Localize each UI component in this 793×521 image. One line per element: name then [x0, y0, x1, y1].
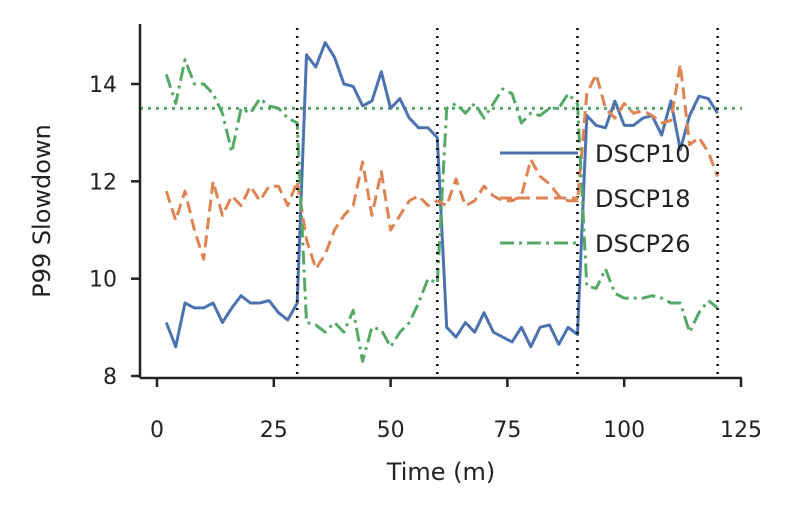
series-line-dscp10 [164, 41, 719, 349]
legend-item-dscp10: DSCP10 [500, 140, 690, 168]
x-tick-label: 100 [603, 418, 645, 443]
legend-label: DSCP26 [595, 230, 690, 258]
tick-layer: 0 25 50 75 100 125 8 10 12 14 [89, 73, 762, 443]
y-tick-label: 10 [89, 268, 117, 293]
legend-item-dscp26: DSCP26 [500, 230, 690, 258]
y-tick-label: 14 [89, 73, 117, 98]
series-line-dscp26 [164, 58, 719, 363]
legend: DSCP10 DSCP18 DSCP26 [500, 140, 690, 258]
y-tick-label: 8 [103, 365, 117, 390]
x-axis-label: Time (m) [386, 458, 495, 486]
legend-item-dscp18: DSCP18 [500, 185, 690, 213]
x-tick-label: 0 [150, 418, 164, 443]
x-tick-label: 25 [260, 418, 288, 443]
legend-label: DSCP18 [595, 185, 690, 213]
x-tick-label: 125 [720, 418, 762, 443]
y-tick-label: 12 [89, 170, 117, 195]
x-tick-label: 50 [377, 418, 405, 443]
x-tick-label: 75 [493, 418, 521, 443]
series-line-dscp18 [164, 63, 720, 271]
y-axis-label: P99 Slowdown [28, 124, 56, 298]
series-layer [164, 41, 720, 363]
legend-label: DSCP10 [595, 140, 690, 168]
